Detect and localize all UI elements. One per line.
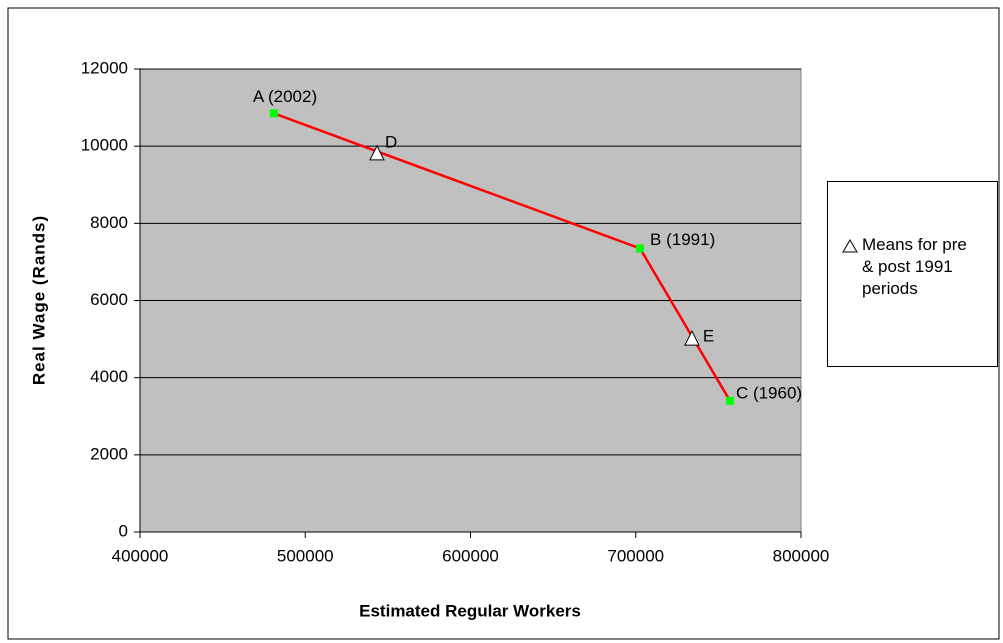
point-label: E [703,327,714,346]
y-tick-label: 10000 [81,136,128,155]
x-tick-label: 600000 [442,546,499,565]
point-label: A (2002) [253,87,317,106]
point [636,244,645,253]
point [725,396,734,405]
legend: Means for pre & post 1991 periods [827,181,998,367]
y-tick-label: 4000 [90,367,128,386]
x-tick-label: 700000 [607,546,664,565]
point [269,109,278,118]
x-tick-label: 400000 [112,546,169,565]
x-tick-label: 800000 [773,546,830,565]
y-tick-label: 12000 [81,58,128,77]
point-label: C (1960) [736,383,802,402]
y-tick-label: 0 [119,521,128,540]
y-tick-label: 6000 [90,290,128,309]
x-axis-title: Estimated Regular Workers [359,601,581,620]
point-label: D [385,132,397,151]
legend-label: Means for pre & post 1991 periods [862,235,967,298]
legend-symbol [842,239,858,253]
point-label: B (1991) [650,230,715,249]
point [684,329,700,346]
x-tick-label: 500000 [277,546,334,565]
point [369,144,385,161]
y-tick-label: 2000 [90,444,128,463]
y-axis-title: Real Wage (Rands) [29,215,48,385]
y-tick-label: 8000 [90,213,128,232]
